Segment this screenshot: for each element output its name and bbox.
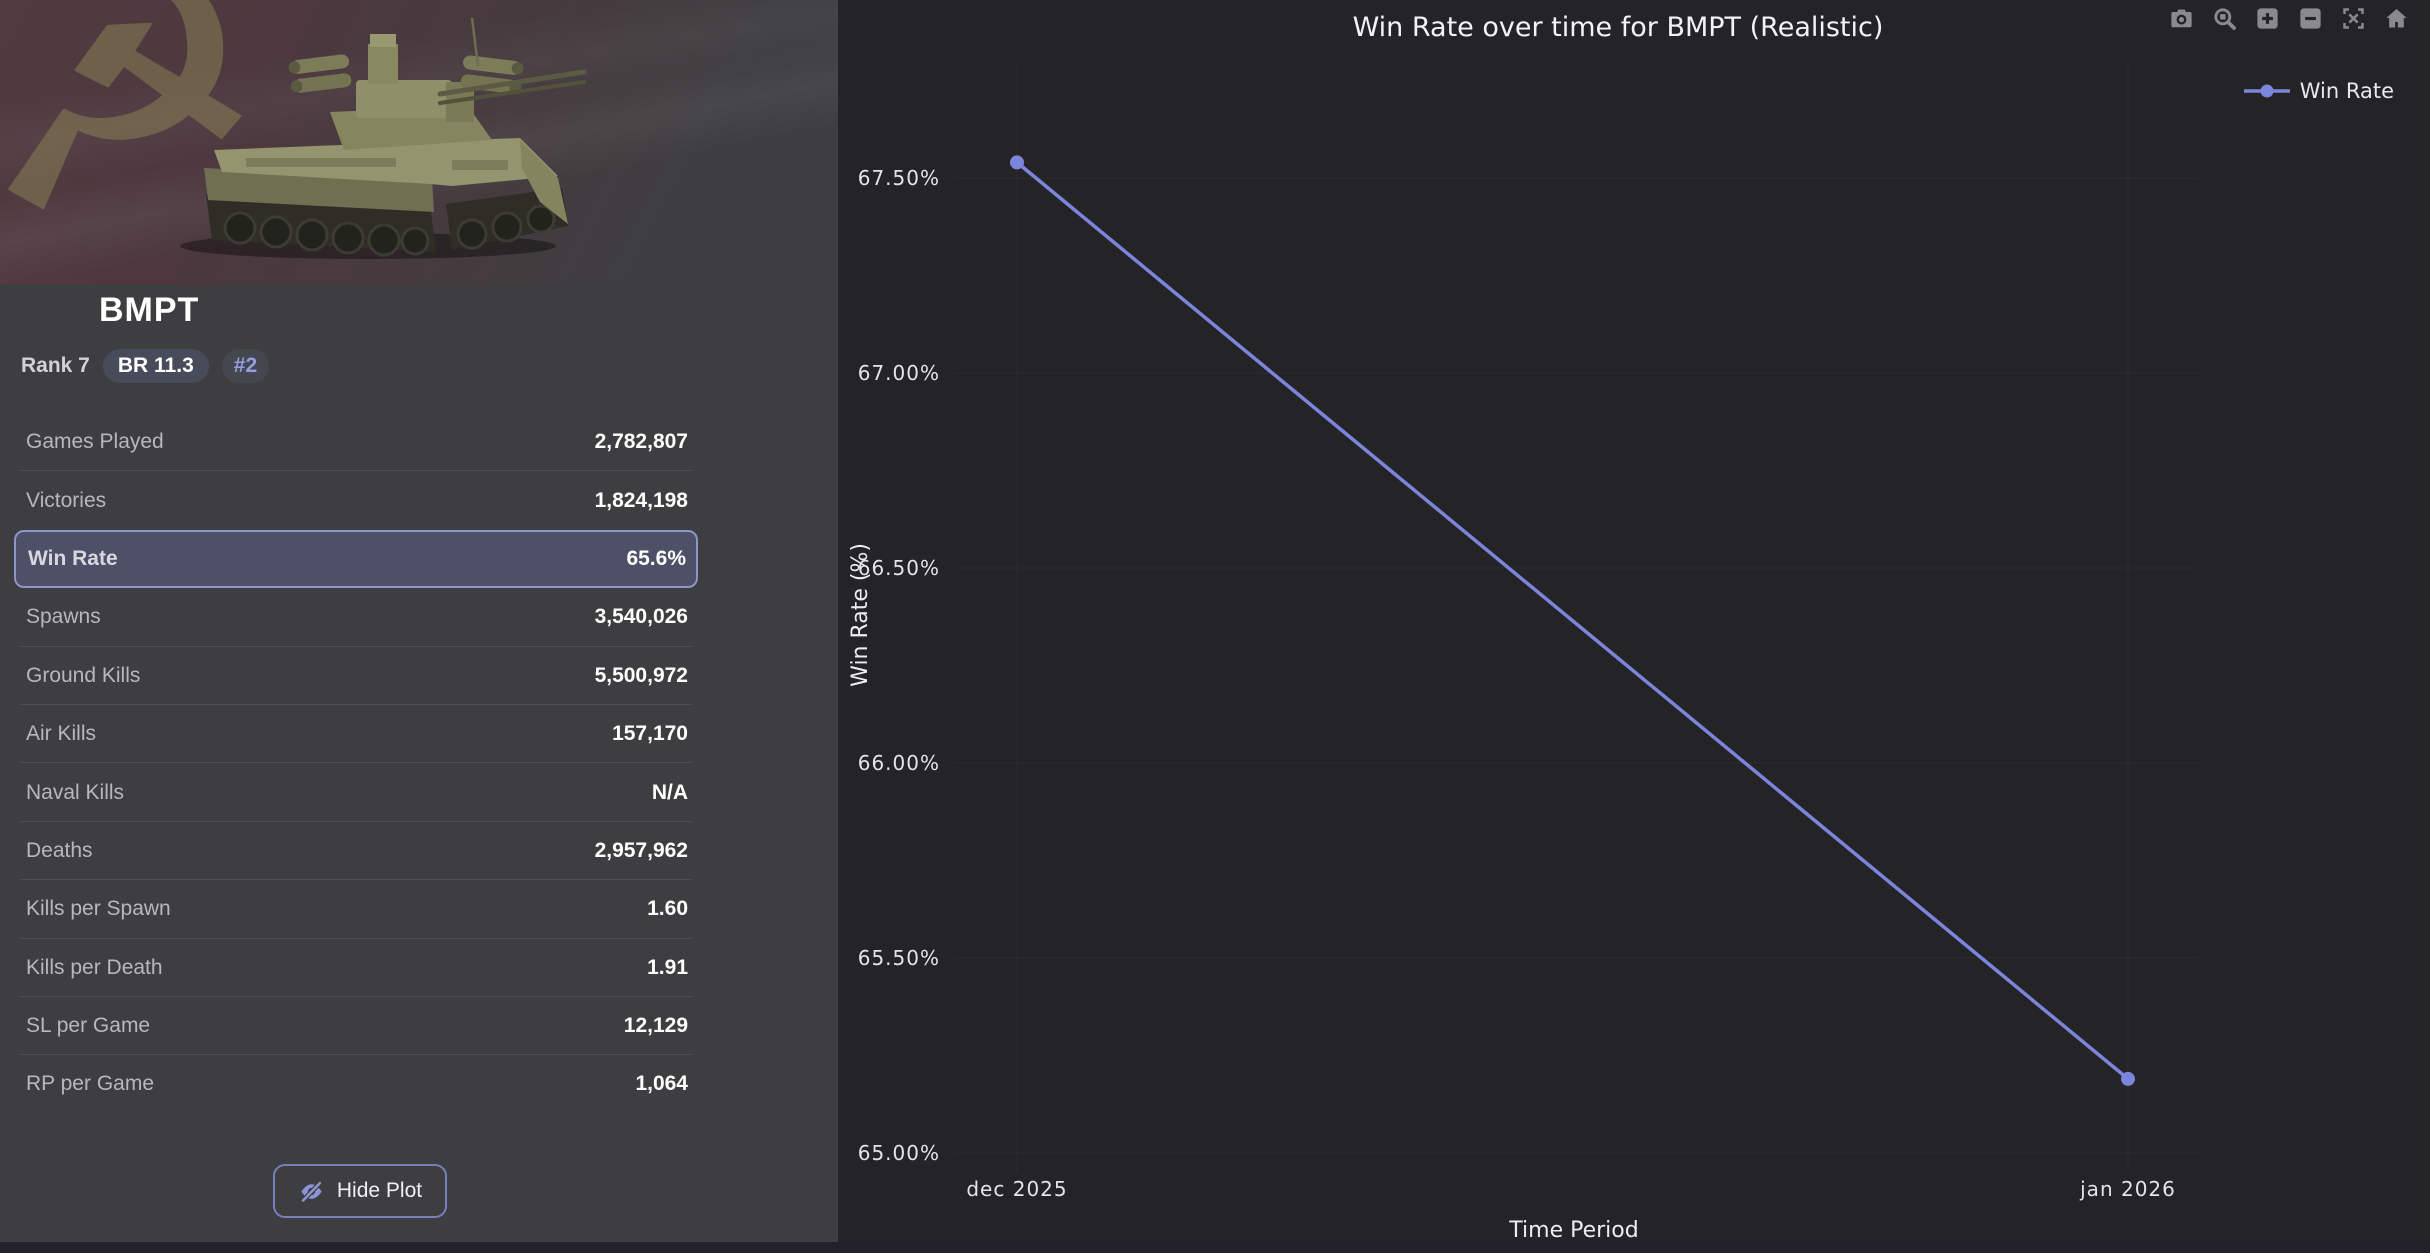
- legend-line-marker: [2243, 84, 2290, 98]
- vehicle-stats-sidebar: ☭: [0, 0, 838, 1253]
- y-tick-label: 65.00%: [858, 1141, 940, 1165]
- badge-row: Rank 7 BR 11.3 #2: [21, 349, 270, 383]
- legend[interactable]: Win Rate: [2243, 79, 2394, 103]
- stat-row-selected[interactable]: Win Rate 65.6%: [14, 529, 698, 589]
- camera-icon[interactable]: [2168, 5, 2195, 32]
- stat-label: Kills per Death: [26, 955, 163, 979]
- stat-value: 157,170: [612, 722, 688, 746]
- stat-row[interactable]: Deaths 2,957,962: [20, 822, 692, 881]
- stat-row[interactable]: Kills per Spawn 1.60: [20, 880, 692, 939]
- stat-row[interactable]: RP per Game 1,064: [20, 1055, 692, 1113]
- stat-value: 2,782,807: [594, 430, 688, 454]
- y-tick-label: 65.50%: [858, 946, 940, 970]
- stat-value: 1.60: [647, 897, 688, 921]
- rank-badge: Rank 7: [21, 354, 90, 377]
- zoom-in-icon[interactable]: [2254, 5, 2281, 32]
- data-point-marker[interactable]: [1010, 155, 1024, 170]
- stat-row[interactable]: SL per Game 12,129: [20, 997, 692, 1056]
- vehicle-name: BMPT: [99, 291, 200, 329]
- stat-label: Ground Kills: [26, 663, 141, 687]
- stat-label: Naval Kills: [26, 780, 125, 804]
- stat-value: 1,064: [635, 1072, 688, 1096]
- y-tick-label: 66.50%: [858, 556, 940, 580]
- br-badge: BR 11.3: [102, 349, 209, 383]
- win-rate-line[interactable]: [1015, 161, 2130, 1081]
- bottom-scrollbar-track[interactable]: [0, 1242, 2430, 1253]
- home-icon[interactable]: [2383, 5, 2410, 32]
- vehicle-image: ☭: [0, 0, 838, 285]
- stat-label: Victories: [26, 488, 107, 512]
- x-tick-label: dec 2025: [966, 1177, 1067, 1201]
- stat-value: 1.91: [647, 955, 688, 979]
- stat-row[interactable]: Kills per Death 1.91: [20, 939, 692, 998]
- x-axis-title: Time Period: [1509, 1218, 1639, 1243]
- stat-label: Games Played: [26, 430, 164, 454]
- stat-label: Spawns: [26, 605, 101, 629]
- x-tick-label: jan 2026: [2079, 1177, 2176, 1201]
- stat-value: N/A: [651, 780, 688, 804]
- stat-label: Kills per Spawn: [26, 897, 171, 921]
- y-tick-label: 67.00%: [858, 361, 940, 385]
- hide-plot-label: Hide Plot: [336, 1179, 423, 1202]
- stat-value: 12,129: [623, 1014, 688, 1038]
- stat-value: 3,540,026: [594, 605, 688, 629]
- stat-label: Win Rate: [28, 546, 118, 570]
- data-point-marker[interactable]: [2121, 1071, 2135, 1086]
- stat-row[interactable]: Ground Kills 5,500,972: [20, 647, 692, 706]
- stat-label: RP per Game: [26, 1072, 154, 1096]
- y-tick-label: 67.50%: [858, 166, 940, 190]
- tank-illustration: [180, 17, 587, 259]
- stat-label: Air Kills: [26, 722, 97, 746]
- eye-off-icon: [301, 1180, 322, 1202]
- legend-label: Win Rate: [2299, 79, 2394, 103]
- stat-row[interactable]: Naval Kills N/A: [20, 763, 692, 823]
- stat-value: 2,957,962: [594, 838, 688, 862]
- y-tick-label: 66.00%: [858, 751, 940, 775]
- stat-row[interactable]: Spawns 3,540,026: [20, 588, 692, 647]
- zoom-out-icon[interactable]: [2297, 5, 2324, 32]
- chart-title: Win Rate over time for BMPT (Realistic): [1352, 12, 1884, 43]
- stats-list: Games Played 2,782,807 Victories 1,824,1…: [14, 413, 698, 1114]
- stat-row[interactable]: Games Played 2,782,807: [20, 413, 692, 472]
- stat-row[interactable]: Victories 1,824,198: [20, 471, 692, 529]
- stat-value: 65.6%: [626, 546, 686, 570]
- plot-area[interactable]: 65.00% 65.50% 66.00% 66.50% 67.00% 67.50% dec …: [838, 0, 2430, 1253]
- stat-value: 5,500,972: [594, 663, 688, 687]
- stat-label: SL per Game: [26, 1014, 151, 1038]
- stat-label: Deaths: [26, 838, 93, 862]
- plot-modebar: [2168, 5, 2410, 32]
- hide-plot-button[interactable]: Hide Plot: [273, 1164, 447, 1218]
- stat-row[interactable]: Air Kills 157,170: [20, 705, 692, 764]
- position-badge[interactable]: #2: [221, 349, 270, 383]
- zoom-icon[interactable]: [2211, 5, 2238, 32]
- win-rate-chart: Win Rate over time for BMPT (Realistic): [838, 0, 2430, 1253]
- stat-value: 1,824,198: [594, 488, 688, 512]
- autoscale-icon[interactable]: [2340, 5, 2367, 32]
